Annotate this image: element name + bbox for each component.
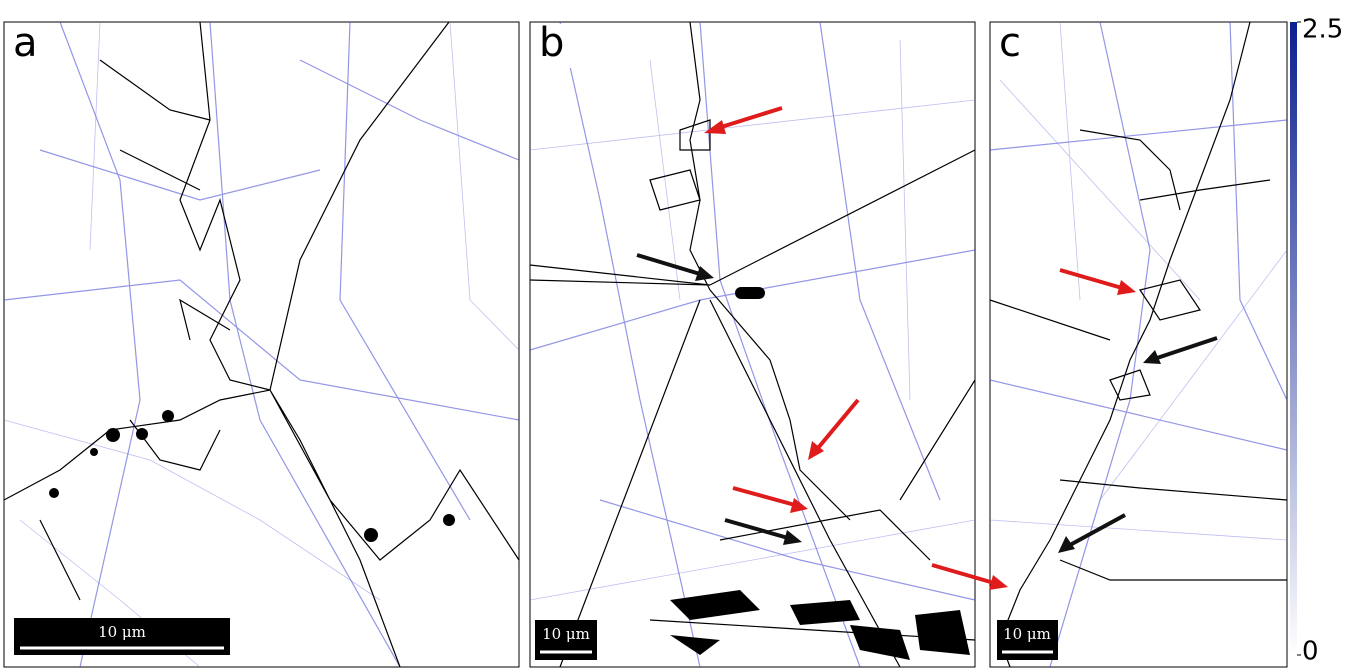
particle — [90, 448, 98, 456]
panel-label: b — [539, 20, 564, 66]
particle — [364, 528, 378, 542]
panel-c: c 10 μm — [932, 20, 1287, 667]
particle — [49, 488, 59, 498]
panel-label: c — [999, 20, 1021, 66]
colorbar-gradient — [1290, 22, 1297, 655]
scale-bar-label: 10 μm — [542, 625, 590, 643]
colorbar-tick-label: 2.5 — [1302, 15, 1343, 45]
scale-bar-label: 10 μm — [1003, 625, 1051, 643]
particle — [106, 428, 120, 442]
particle — [162, 410, 174, 422]
particle — [735, 287, 765, 299]
scale-bar-label: 10 μm — [98, 623, 146, 641]
particle — [443, 514, 455, 526]
panel-frame — [990, 22, 1287, 667]
colorbar-tick-label: 0 — [1302, 637, 1319, 667]
colorbar: 02.5 — [1290, 15, 1343, 667]
panel-frame — [4, 22, 519, 667]
panel-a: a 10 μm — [4, 20, 519, 667]
particle — [136, 428, 148, 440]
figure: a 10 μm b 10 μm — [0, 0, 1362, 670]
panel-label: a — [13, 20, 38, 66]
panel-b: b 10 μm — [530, 20, 975, 667]
